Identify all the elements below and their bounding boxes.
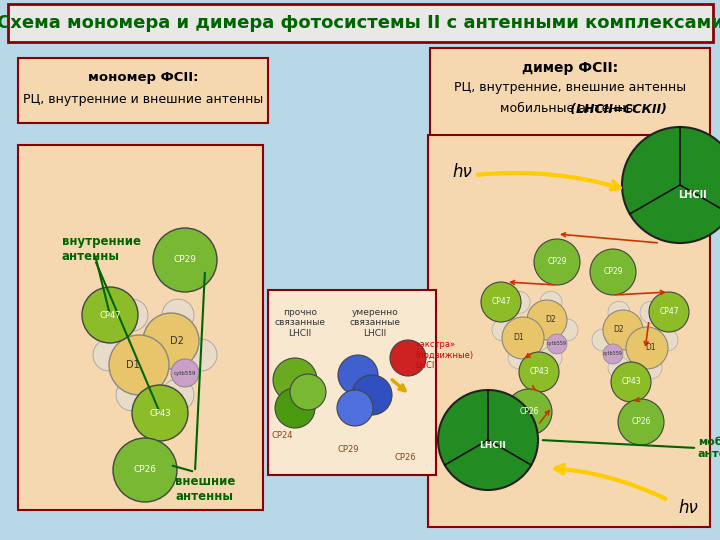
Circle shape xyxy=(656,329,678,351)
Circle shape xyxy=(82,287,138,343)
Text: CP43: CP43 xyxy=(621,377,641,387)
Text: мобильные антенны: мобильные антенны xyxy=(500,103,640,116)
Circle shape xyxy=(540,347,562,369)
Text: CP47: CP47 xyxy=(491,298,510,307)
Text: внутренние
антенны: внутренние антенны xyxy=(62,235,141,263)
Text: hν: hν xyxy=(452,163,472,181)
Circle shape xyxy=(556,319,578,341)
Text: мономер ФСII:: мономер ФСII: xyxy=(88,71,198,84)
Text: cytb559: cytb559 xyxy=(174,370,196,375)
Circle shape xyxy=(618,399,664,445)
Circle shape xyxy=(506,389,552,435)
Circle shape xyxy=(185,339,217,371)
Text: hν: hν xyxy=(678,499,698,517)
Text: «экстра»
(подвижные)
LHCII: «экстра» (подвижные) LHCII xyxy=(415,340,473,370)
Bar xyxy=(430,48,710,136)
Text: D1: D1 xyxy=(646,343,657,353)
Circle shape xyxy=(338,355,378,395)
Text: CP29: CP29 xyxy=(603,267,623,276)
Text: CP29: CP29 xyxy=(174,255,197,265)
Bar xyxy=(18,145,263,510)
Circle shape xyxy=(438,390,538,490)
Text: CP26: CP26 xyxy=(631,417,651,427)
Text: D2: D2 xyxy=(546,315,557,325)
Text: CP26: CP26 xyxy=(519,408,539,416)
Circle shape xyxy=(649,292,689,332)
Circle shape xyxy=(390,340,426,376)
Text: умеренно
связанные
LHCII: умеренно связанные LHCII xyxy=(349,308,400,338)
Circle shape xyxy=(508,291,530,313)
Circle shape xyxy=(153,228,217,292)
Text: Схема мономера и димера фотосистемы II с антенными комплексами: Схема мономера и димера фотосистемы II с… xyxy=(0,14,720,32)
Text: CP29: CP29 xyxy=(337,446,359,455)
Circle shape xyxy=(481,282,521,322)
Bar xyxy=(18,58,268,123)
Text: CP47: CP47 xyxy=(660,307,679,316)
Circle shape xyxy=(622,127,720,243)
Circle shape xyxy=(352,375,392,415)
Text: (LHCII=ССКII): (LHCII=ССКII) xyxy=(474,103,667,116)
Text: CP26: CP26 xyxy=(133,465,156,475)
Text: CP24: CP24 xyxy=(271,430,293,440)
Circle shape xyxy=(608,301,630,323)
Bar xyxy=(428,135,710,527)
Circle shape xyxy=(547,334,567,354)
Circle shape xyxy=(132,385,188,441)
Text: РЦ, внутренние и внешние антенны: РЦ, внутренние и внешние антенны xyxy=(23,93,263,106)
Circle shape xyxy=(275,388,315,428)
Circle shape xyxy=(603,344,623,364)
Circle shape xyxy=(290,374,326,410)
Circle shape xyxy=(527,300,567,340)
Text: CP43: CP43 xyxy=(149,408,171,417)
Circle shape xyxy=(492,319,514,341)
Circle shape xyxy=(603,310,643,350)
Circle shape xyxy=(337,390,373,426)
Circle shape xyxy=(162,299,194,331)
Circle shape xyxy=(162,379,194,411)
Bar xyxy=(268,290,436,475)
Circle shape xyxy=(93,339,125,371)
Circle shape xyxy=(640,357,662,379)
Text: прочно
связанные
LHCII: прочно связанные LHCII xyxy=(274,308,325,338)
Circle shape xyxy=(590,249,636,295)
Circle shape xyxy=(171,359,199,387)
Text: РЦ, внутренние, внешние антенны: РЦ, внутренние, внешние антенны xyxy=(454,82,686,94)
Text: внешние
антенны: внешние антенны xyxy=(175,475,235,503)
Text: CP29: CP29 xyxy=(547,258,567,267)
Circle shape xyxy=(109,335,169,395)
Circle shape xyxy=(540,291,562,313)
Circle shape xyxy=(113,438,177,502)
Circle shape xyxy=(592,329,614,351)
Circle shape xyxy=(508,347,530,369)
Circle shape xyxy=(143,313,199,369)
Text: димер ФСII:: димер ФСII: xyxy=(522,61,618,75)
Text: CP26: CP26 xyxy=(394,454,416,462)
Text: LHCII: LHCII xyxy=(678,190,706,200)
Circle shape xyxy=(608,357,630,379)
Text: D2: D2 xyxy=(613,326,624,334)
Text: D1: D1 xyxy=(126,360,140,370)
Text: D2: D2 xyxy=(170,336,184,346)
Text: D1: D1 xyxy=(513,334,524,342)
Text: CP47: CP47 xyxy=(99,310,121,320)
Text: CP43: CP43 xyxy=(529,368,549,376)
Circle shape xyxy=(640,301,662,323)
Circle shape xyxy=(273,358,317,402)
Bar xyxy=(8,4,713,42)
Circle shape xyxy=(534,239,580,285)
Circle shape xyxy=(502,317,544,359)
Text: LHCII: LHCII xyxy=(480,441,506,449)
Text: мобильная
антенна: мобильная антенна xyxy=(698,437,720,459)
Circle shape xyxy=(611,362,651,402)
Circle shape xyxy=(519,352,559,392)
Text: cytb559: cytb559 xyxy=(603,352,623,356)
Circle shape xyxy=(116,379,148,411)
Circle shape xyxy=(626,327,668,369)
Circle shape xyxy=(116,299,148,331)
Text: cytb559: cytb559 xyxy=(547,341,567,347)
